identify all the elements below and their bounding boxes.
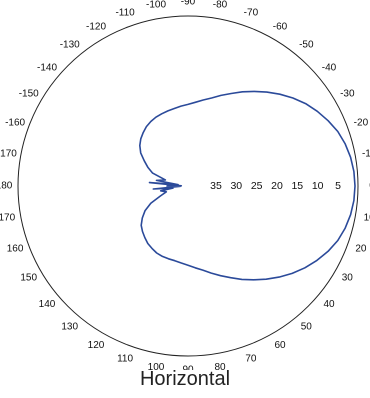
- angle-tick-label: 140: [39, 299, 56, 310]
- angle-tick-label: -20: [354, 118, 369, 129]
- radial-tick-label: 10: [312, 180, 324, 192]
- outer-circle: [17, 15, 359, 357]
- radial-tick-label: 5: [335, 180, 341, 192]
- angle-tick-label: -40: [322, 62, 337, 73]
- angle-tick-label: 80: [214, 362, 226, 370]
- angle-tick-label: -160: [5, 118, 25, 129]
- radial-tick-label: 30: [230, 180, 242, 192]
- polar-chart: -110-100-90-80-70-60-50-40-30-20-1001020…: [0, 0, 370, 370]
- angle-tick-label: -60: [273, 21, 288, 32]
- angle-tick-label: -70: [244, 8, 259, 19]
- angle-tick-label: 90: [182, 365, 194, 370]
- radial-tick-label: 20: [271, 180, 283, 192]
- angle-tick-label: 70: [245, 354, 257, 365]
- angle-tick-label: 130: [61, 322, 78, 333]
- radial-tick-label: 15: [291, 180, 303, 192]
- angle-tick-label: 40: [323, 299, 335, 310]
- angle-tick-label: -90: [181, 0, 196, 8]
- angle-tick-label: -120: [86, 21, 106, 32]
- angle-tick-label: 110: [117, 354, 133, 365]
- angle-tick-label: -110: [115, 8, 135, 19]
- angle-tick-label: 20: [355, 244, 367, 255]
- radiation-pattern-line: [139, 90, 356, 281]
- angle-tick-label: -100: [146, 0, 166, 10]
- angle-tick-label: -150: [19, 89, 39, 100]
- angle-tick-label: -50: [299, 40, 314, 51]
- chart-title: Horizontal: [139, 368, 231, 390]
- angle-tick-label: 10: [364, 213, 370, 224]
- radial-tick-label: 25: [251, 180, 263, 192]
- angle-tick-label: -170: [0, 149, 17, 160]
- angle-tick-label: 170: [0, 213, 16, 224]
- angle-tick-label: -10: [362, 149, 370, 160]
- angle-tick-label: -30: [340, 89, 355, 100]
- radial-tick-label: 35: [210, 180, 222, 192]
- angle-tick-label: 60: [274, 340, 286, 351]
- angle-tick-labels: -110-100-90-80-70-60-50-40-30-20-1001020…: [0, 0, 370, 370]
- angle-tick-label: 160: [7, 244, 24, 255]
- angle-tick-label: 150: [20, 273, 37, 284]
- angle-tick-label: 30: [342, 273, 354, 284]
- angle-tick-label: 50: [301, 322, 313, 333]
- angle-tick-label: -130: [60, 40, 80, 51]
- angle-tick-label: 180: [0, 181, 13, 192]
- angle-tick-label: -140: [37, 62, 57, 73]
- radial-tick-labels: 35 30 25 20 15 10 5: [210, 180, 341, 192]
- angle-tick-label: -80: [213, 0, 228, 10]
- angle-tick-label: 120: [88, 340, 105, 351]
- angle-tick-label: 100: [148, 362, 165, 370]
